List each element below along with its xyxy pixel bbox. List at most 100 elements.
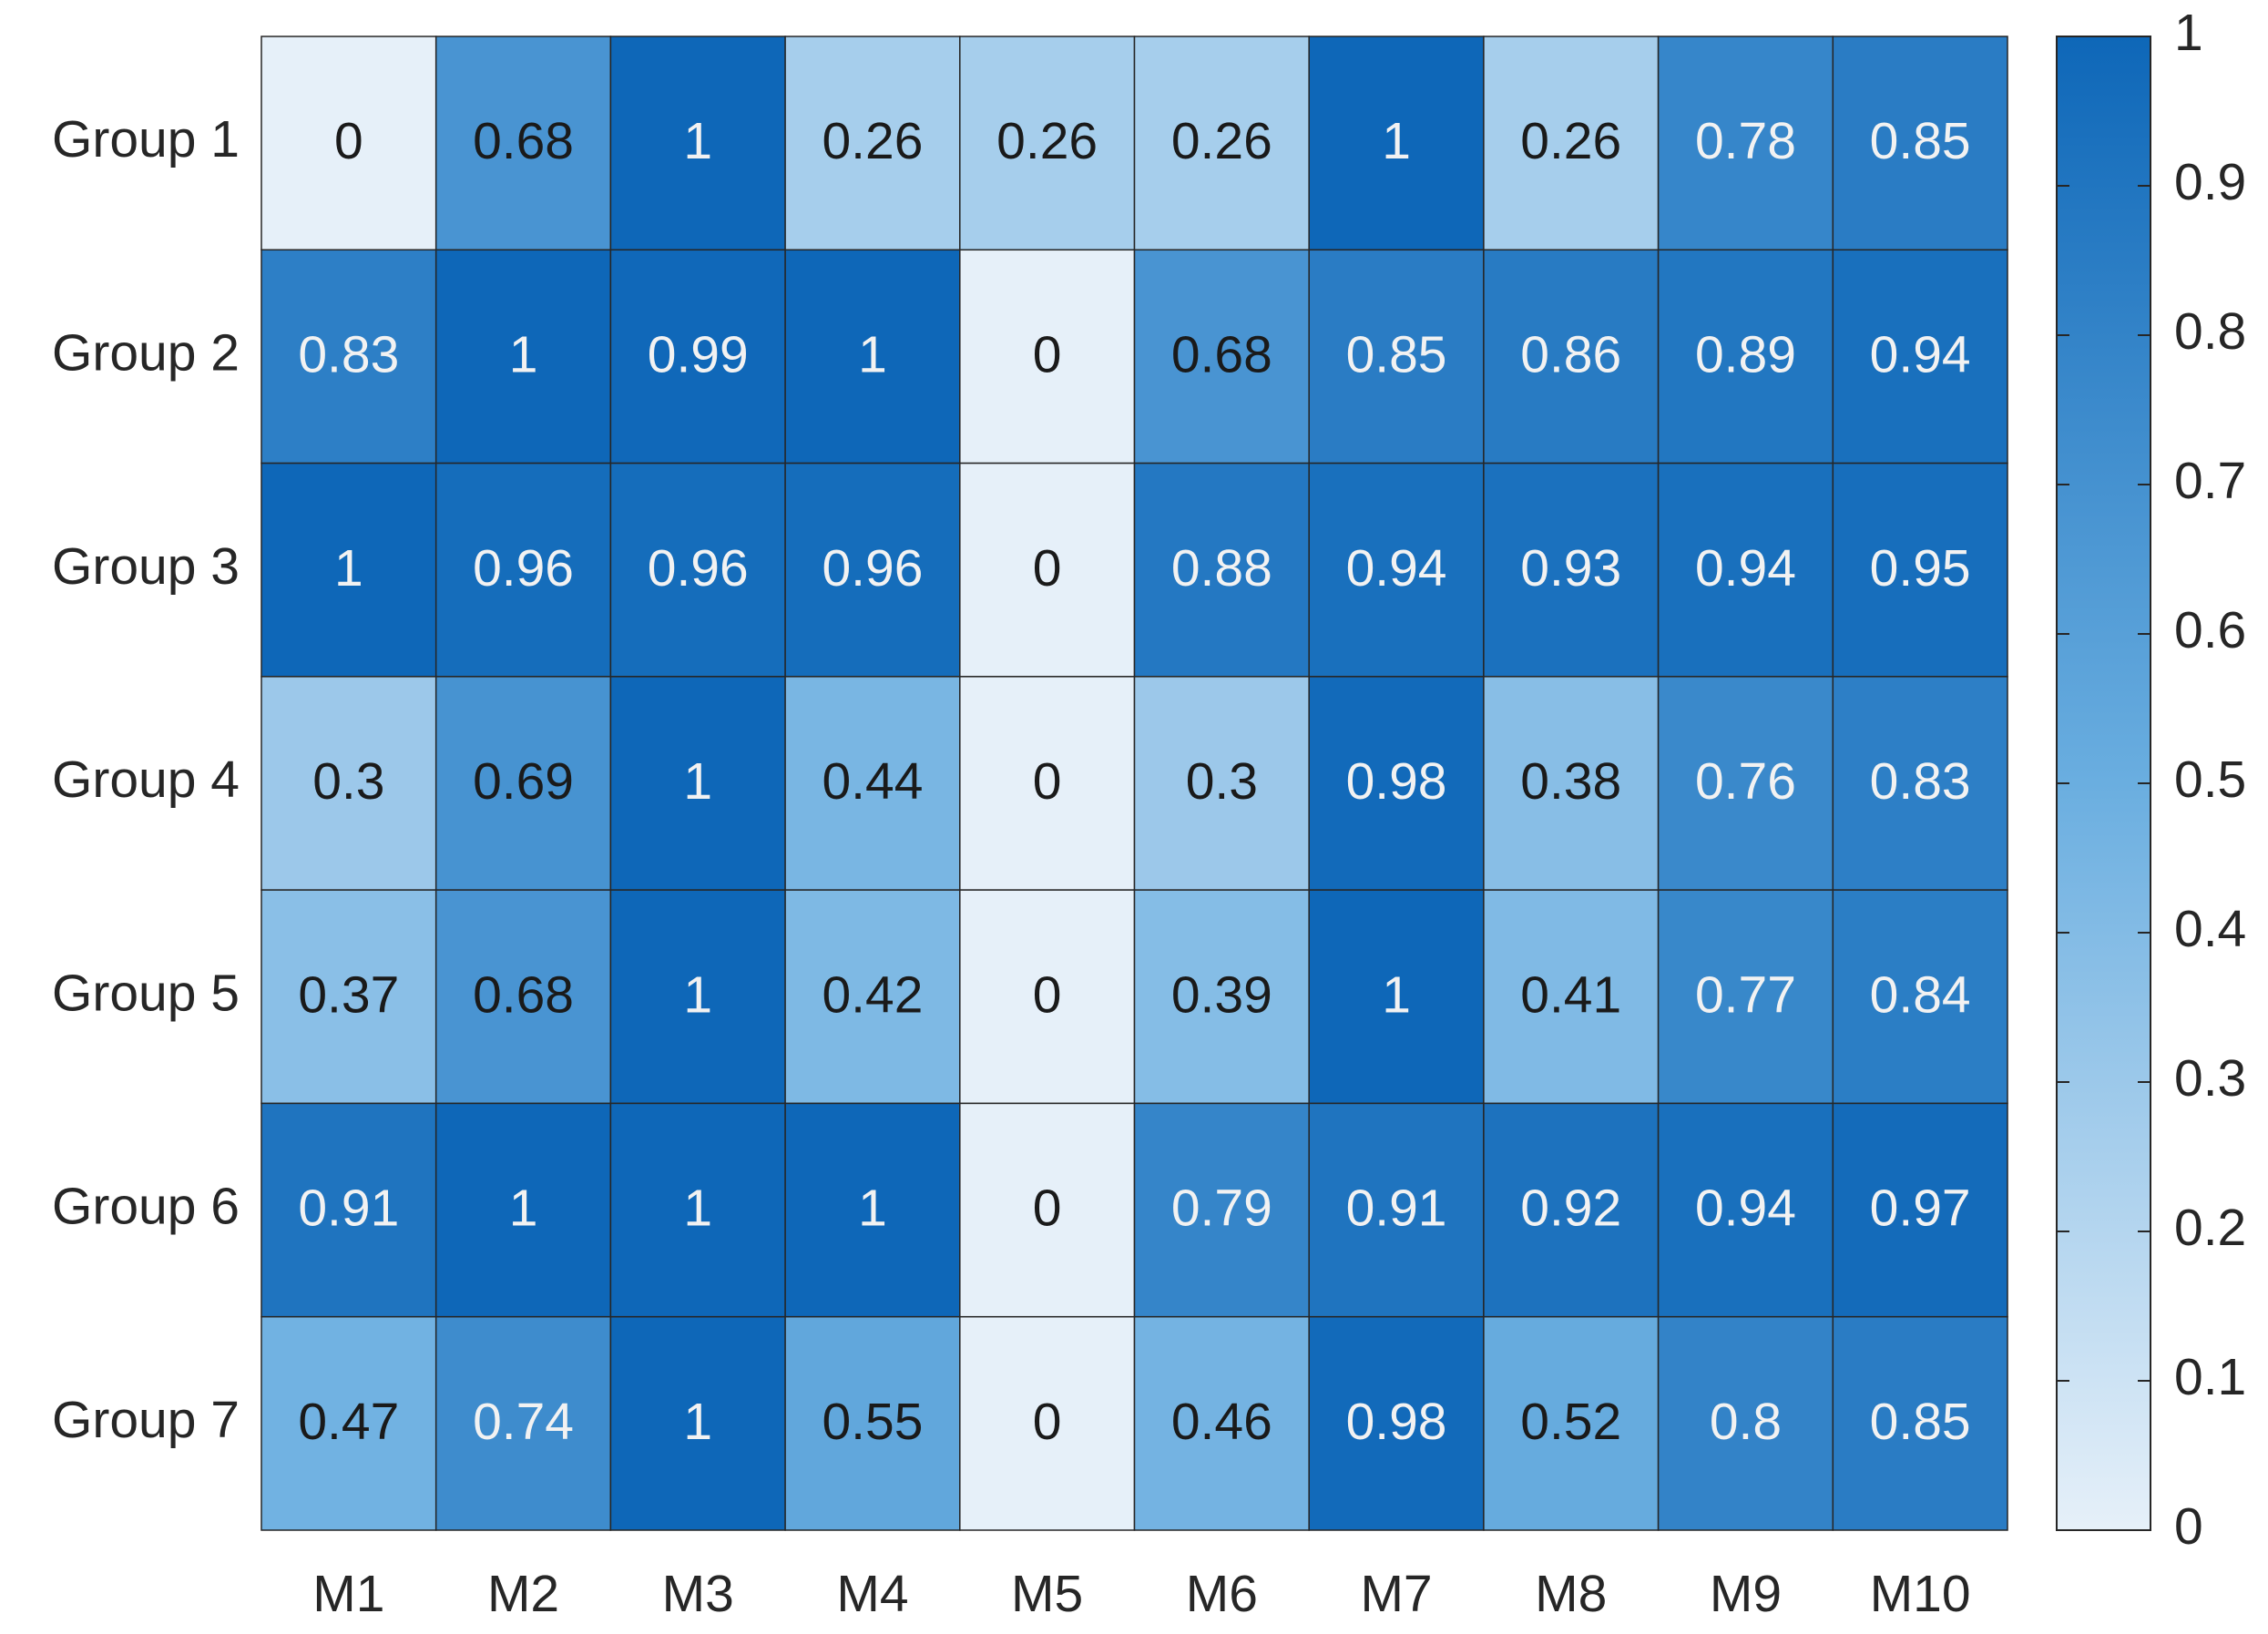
heatmap-cell (1133, 249, 1310, 465)
cell-label: 0.44 (822, 752, 923, 811)
heatmap-cell (261, 36, 437, 251)
y-tick-label: Group 4 (52, 751, 240, 809)
colorbar-tick-label: 0.6 (2174, 601, 2246, 659)
colorbar-tick-label: 0.2 (2174, 1199, 2246, 1257)
heatmap-cell (1308, 1102, 1485, 1318)
heatmap-cell (609, 462, 786, 678)
cell-label: 0.26 (1171, 112, 1272, 170)
heatmap-cell (1832, 462, 2008, 678)
y-tick-label: Group 5 (52, 964, 240, 1022)
cell-label: 0.55 (822, 1393, 923, 1451)
cell-label: 0.68 (473, 965, 574, 1024)
heatmap-cell (1657, 1102, 1834, 1318)
heatmap-cell (959, 462, 1136, 678)
heatmap-cell (784, 249, 961, 465)
heatmap-cell (1133, 889, 1310, 1105)
cell-label: 0.79 (1171, 1180, 1272, 1238)
heatmap-cell (959, 1102, 1136, 1318)
heatmap-cell (1308, 249, 1485, 465)
cell-label: 1 (1382, 965, 1411, 1024)
x-tick-label: M2 (487, 1565, 559, 1623)
cell-label: 0.77 (1695, 965, 1796, 1024)
cell-label: 0 (1033, 325, 1062, 383)
heatmap-cell (261, 1315, 437, 1531)
cell-label: 0.68 (473, 112, 574, 170)
x-tick-label: M3 (662, 1565, 734, 1623)
heatmap-cell (609, 249, 786, 465)
cell-label: 0.37 (298, 965, 399, 1024)
heatmap-cell (1308, 462, 1485, 678)
heatmap-cell (1133, 36, 1310, 251)
heatmap-cell (261, 1102, 437, 1318)
heatmap-cell (1483, 889, 1660, 1105)
cell-label: 1 (509, 325, 538, 383)
colorbar-tick-label: 1 (2174, 4, 2203, 62)
x-tick-label: M7 (1360, 1565, 1432, 1623)
cell-label: 0.8 (1710, 1393, 1782, 1451)
cell-label: 0.46 (1171, 1393, 1272, 1451)
cell-label: 0 (1033, 1180, 1062, 1238)
cell-label: 0.3 (1186, 752, 1258, 811)
heatmap-cell (1832, 889, 2008, 1105)
heatmap-cell (1832, 1315, 2008, 1531)
cell-label: 0.78 (1695, 112, 1796, 170)
heatmap-cell (784, 1102, 961, 1318)
cell-label: 0.91 (298, 1180, 399, 1238)
heatmap-cell (959, 249, 1136, 465)
y-tick-label: Group 3 (52, 537, 240, 596)
colorbar-tick-label: 0.1 (2174, 1348, 2246, 1406)
cell-label: 0.52 (1520, 1393, 1621, 1451)
colorbar-tick-label: 0.3 (2174, 1049, 2246, 1108)
heatmap-cell (784, 36, 961, 251)
heatmap-cell (434, 249, 612, 465)
heatmap-cell (784, 1315, 961, 1531)
cell-label: 1 (334, 539, 363, 597)
heatmap-cell (434, 889, 612, 1105)
heatmap-cell (1657, 889, 1834, 1105)
heatmap-cell (959, 36, 1136, 251)
heatmap-cell (1483, 462, 1660, 678)
cell-label: 0.3 (312, 752, 384, 811)
heatmap-cell (609, 1102, 786, 1318)
heatmap-cell (1832, 249, 2008, 465)
cell-label: 1 (683, 965, 712, 1024)
cell-label: 0.26 (1520, 112, 1621, 170)
heatmap-cell (434, 1315, 612, 1531)
cell-label: 0.86 (1520, 325, 1621, 383)
cell-label: 0.96 (648, 539, 749, 597)
heatmap-cell (1483, 676, 1660, 891)
cell-label: 0.92 (1520, 1180, 1621, 1238)
cell-label: 0 (334, 112, 363, 170)
heatmap-cell (1483, 249, 1660, 465)
x-tick-label: M8 (1535, 1565, 1607, 1623)
y-tick-label: Group 1 (52, 110, 240, 169)
heatmap-cell (609, 889, 786, 1105)
cell-label: 0.26 (996, 112, 1098, 170)
cell-label: 0.94 (1870, 325, 1971, 383)
cell-label: 1 (683, 752, 712, 811)
cell-label: 0 (1033, 1393, 1062, 1451)
cell-label: 1 (1382, 112, 1411, 170)
heatmap-cell (1832, 36, 2008, 251)
cell-label: 0.39 (1171, 965, 1272, 1024)
colorbar-tick-label: 0.9 (2174, 153, 2246, 211)
cell-label: 0.83 (1870, 752, 1971, 811)
cell-label: 0.94 (1695, 539, 1796, 597)
x-tick-label: M1 (312, 1565, 384, 1623)
cell-label: 0.69 (473, 752, 574, 811)
cell-label: 1 (683, 1180, 712, 1238)
heatmap-cell (1483, 36, 1660, 251)
cell-label: 0.85 (1346, 325, 1447, 383)
x-tick-label: M9 (1710, 1565, 1782, 1623)
cell-label: 0.85 (1870, 112, 1971, 170)
colorbar (2056, 36, 2151, 1531)
cell-label: 0.93 (1520, 539, 1621, 597)
heatmap-cell (784, 676, 961, 891)
colorbar-tick-label: 0.5 (2174, 751, 2246, 809)
colorbar-tick-label: 0.8 (2174, 302, 2246, 361)
cell-label: 1 (509, 1180, 538, 1238)
cell-label: 0.98 (1346, 1393, 1447, 1451)
heatmap-cell (959, 889, 1136, 1105)
cell-label: 0.89 (1695, 325, 1796, 383)
x-tick-label: M5 (1011, 1565, 1083, 1623)
